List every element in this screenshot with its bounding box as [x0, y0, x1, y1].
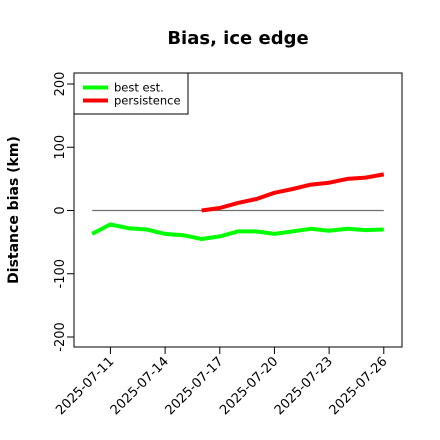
plot-marks — [91, 172, 385, 241]
x-axis: 2025-07-112025-07-142025-07-172025-07-20… — [53, 347, 391, 418]
y-tick-label: 100 — [53, 135, 68, 160]
y-tick-label: -100 — [53, 259, 68, 289]
y-tick-label: 200 — [53, 72, 68, 97]
y-axis-label: Distance bias (km) — [6, 136, 22, 284]
series-line-persistence — [201, 172, 385, 213]
chart-title: Bias, ice edge — [167, 28, 308, 49]
y-tick-label: -200 — [53, 322, 68, 352]
y-tick-label: 0 — [53, 206, 68, 214]
series-line-best-est — [91, 222, 384, 241]
legend-label-best-est: best est. — [114, 81, 164, 95]
legend-label-persistence: persistence — [114, 94, 181, 108]
x-tick-label: 2025-07-26 — [327, 354, 391, 418]
y-axis: -200 -100 0 100 200 — [53, 72, 74, 352]
legend-box — [73, 72, 189, 115]
legend: best est. persistence — [73, 72, 189, 115]
